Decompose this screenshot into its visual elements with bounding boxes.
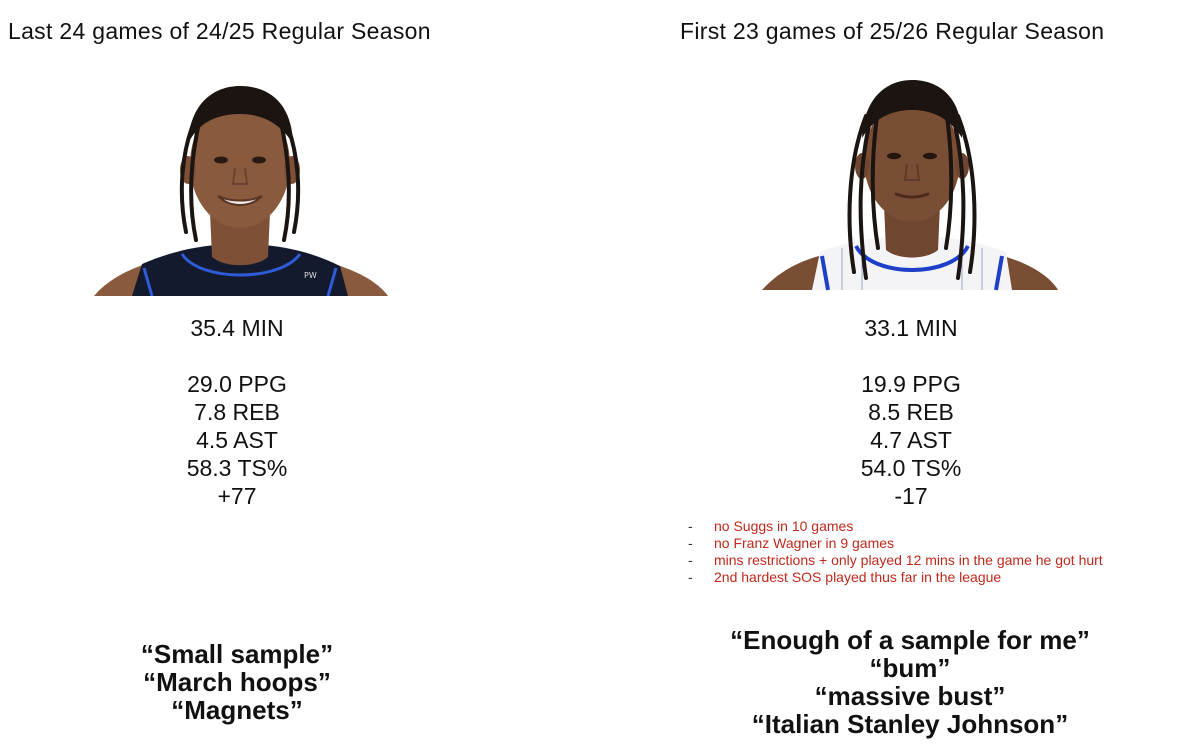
stat-plus-minus: +77 — [217, 483, 257, 509]
stat-ppg: 29.0 PPG — [187, 371, 287, 397]
stat-minutes: 35.4 MIN — [190, 315, 284, 341]
player-headshot-white-pinstripe-jersey-icon — [762, 80, 1058, 291]
note-text: 2nd hardest SOS played thus far in the l… — [714, 569, 1002, 585]
quote-line: “Italian Stanley Johnson” — [751, 709, 1069, 739]
left-title: Last 24 games of 24/25 Regular Season — [8, 18, 431, 44]
player-headshot-dark-jersey-icon: PW — [94, 86, 388, 296]
left-panel: Last 24 games of 24/25 Regular Season PW — [0, 0, 480, 747]
note-dash: - — [688, 552, 693, 568]
left-stats: 35.4 MIN 29.0 PPG 7.8 REB 4.5 AST 58.3 T… — [87, 314, 387, 510]
stat-ppg: 19.9 PPG — [861, 371, 961, 397]
stat-ast: 4.7 AST — [870, 427, 952, 453]
note-item: - no Franz Wagner in 9 games — [688, 535, 1103, 552]
note-text: no Suggs in 10 games — [714, 518, 854, 534]
stat-minutes: 33.1 MIN — [864, 315, 958, 341]
quote-line: “Small sample” — [140, 639, 334, 669]
note-item: - 2nd hardest SOS played thus far in the … — [688, 569, 1103, 586]
left-quotes: “Small sample” “March hoops” “Magnets” — [87, 640, 387, 724]
note-dash: - — [688, 569, 693, 585]
note-text: mins restrictions + only played 12 mins … — [714, 552, 1103, 568]
note-dash: - — [688, 518, 693, 534]
note-item: - mins restrictions + only played 12 mins… — [688, 552, 1103, 569]
stat-ast: 4.5 AST — [196, 427, 278, 453]
quote-line: “March hoops” — [143, 667, 331, 697]
right-title: First 23 games of 25/26 Regular Season — [680, 18, 1105, 44]
stat-plus-minus: -17 — [894, 483, 928, 509]
note-dash: - — [688, 535, 693, 551]
right-stats: 33.1 MIN 19.9 PPG 8.5 REB 4.7 AST 54.0 T… — [761, 314, 1061, 510]
quote-line: “Enough of a sample for me” — [730, 625, 1090, 655]
quote-line: “Magnets” — [171, 695, 303, 725]
right-player-photo — [762, 72, 1062, 296]
svg-text:PW: PW — [304, 271, 317, 280]
right-panel: First 23 games of 25/26 Regular Season — [640, 0, 1200, 747]
quote-line: “bum” — [869, 653, 951, 683]
stat-reb: 7.8 REB — [194, 399, 280, 425]
note-item: - no Suggs in 10 games — [688, 518, 1103, 535]
quote-line: “massive bust” — [814, 681, 1006, 711]
right-quotes: “Enough of a sample for me” “bum” “massi… — [700, 626, 1120, 738]
note-text: no Franz Wagner in 9 games — [714, 535, 895, 551]
left-player-photo: PW — [90, 72, 390, 296]
stat-ts: 58.3 TS% — [186, 455, 288, 481]
context-notes: - no Suggs in 10 games - no Franz Wagner i… — [688, 518, 1103, 586]
stat-reb: 8.5 REB — [868, 399, 954, 425]
stat-ts: 54.0 TS% — [860, 455, 962, 481]
